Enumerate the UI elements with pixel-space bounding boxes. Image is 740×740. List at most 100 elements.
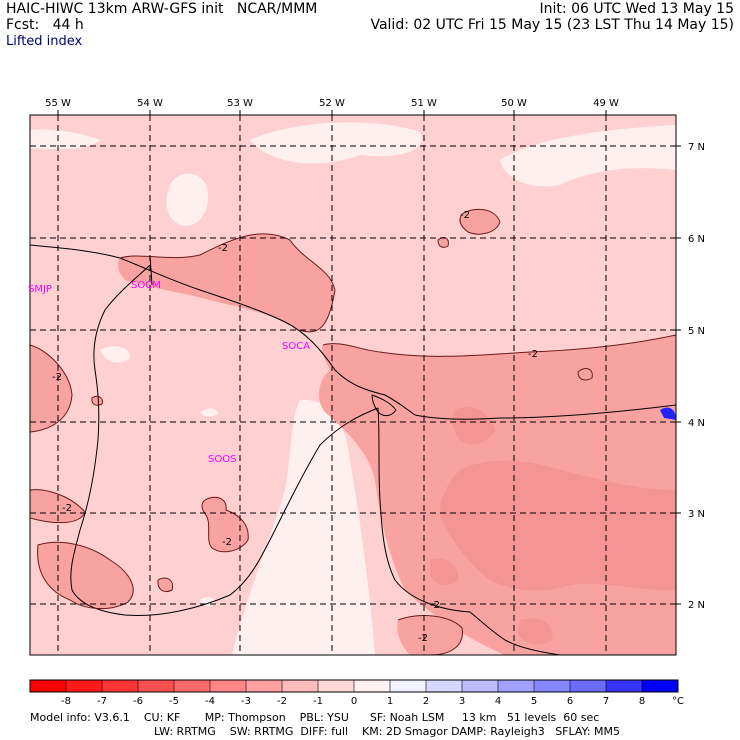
lon-label: 53 W (227, 98, 253, 109)
field-patch-near-zero (500, 125, 676, 187)
legend-tick-label: -3 (241, 696, 251, 707)
station-label: SMJP (28, 284, 52, 295)
legend-color-cell (462, 680, 499, 692)
legend-tick-label: -6 (133, 696, 143, 707)
contour-value-label: -2 (418, 633, 428, 644)
field-patch-minus2 (91, 396, 103, 406)
legend-color-cell (138, 680, 175, 692)
field-core-minus3 (440, 460, 676, 591)
legend-tick-label: -2 (277, 696, 287, 707)
river-estuary (371, 394, 397, 417)
lon-label: 55 W (45, 98, 71, 109)
field-patch-near-zero (30, 129, 100, 150)
legend-tick-label: -5 (169, 696, 179, 707)
field-core-minus3 (452, 406, 495, 445)
field-name: Lifted index (6, 34, 83, 49)
legend-tick-label: 6 (567, 696, 573, 707)
valid-time: Valid: 02 UTC Fri 15 May 15 (23 LST Thu … (370, 17, 734, 33)
legend-color-cell (390, 680, 427, 692)
forecast-hour: Fcst: 44 h (6, 17, 84, 33)
contour-value-label: -2 (62, 503, 72, 514)
map-title: HAIC-HIWC 13km ARW-GFS init NCAR/MMM (6, 1, 318, 17)
legend-color-cell (318, 680, 355, 692)
lat-label: 7 N (688, 142, 705, 153)
field-patch-minus2 (438, 237, 449, 248)
contour-line (577, 368, 593, 381)
contour-value-label: -2 (460, 210, 470, 221)
field-patch-minus2 (460, 209, 500, 235)
map-frame (29, 114, 677, 656)
field-patch-near-zero (166, 173, 209, 226)
station-label: SOCM (131, 280, 161, 291)
legend-tick-label: 7 (603, 696, 609, 707)
field-patch-near-zero (250, 122, 422, 164)
station-label: SOCA (282, 341, 310, 352)
graticule (30, 115, 676, 655)
border-suriname-french-guiana (70, 264, 379, 617)
field-patch-positive (660, 407, 676, 420)
frame-ticks (57, 110, 681, 605)
contour-line (157, 577, 174, 593)
legend-color-cell (642, 680, 679, 692)
legend-color-cell (282, 680, 319, 692)
field-core-minus3 (430, 558, 459, 585)
lat-label: 2 N (688, 600, 705, 611)
legend-color-cell (426, 680, 463, 692)
lon-label: 49 W (593, 98, 619, 109)
lat-label: 5 N (688, 326, 705, 337)
lon-label: 50 W (501, 98, 527, 109)
field-patch-minus2 (157, 578, 173, 592)
contour-value-label: -2 (222, 537, 232, 548)
coastline (30, 244, 416, 416)
field-patch-near-zero (100, 346, 131, 363)
field-patch-minus2 (202, 497, 249, 552)
legend-color-cell (66, 680, 103, 692)
lon-label: 51 W (411, 98, 437, 109)
contour-line (37, 541, 134, 609)
lon-label: 52 W (319, 98, 345, 109)
legend-color-cell (354, 680, 391, 692)
legend-tick-label: 8 (639, 696, 645, 707)
contour-value-label: -2 (430, 600, 440, 611)
model-info-line-1: Model info: V3.6.1 CU: KF MP: Thompson P… (30, 711, 600, 724)
contour-value-label: -2 (218, 243, 228, 254)
field-patch-minus2 (117, 233, 335, 332)
legend-tick-label: 1 (387, 696, 393, 707)
legend-tick-label: -7 (97, 696, 107, 707)
lat-label: 4 N (688, 418, 705, 429)
legend-tick-label: -4 (205, 696, 215, 707)
legend-color-cell (102, 680, 139, 692)
legend-color-bar (30, 680, 679, 692)
legend-unit: °C (672, 696, 684, 707)
field-patch-near-zero (200, 408, 218, 417)
border-french-guiana-brazil (377, 407, 561, 655)
lat-label: 3 N (688, 509, 705, 520)
lat-label: 6 N (688, 234, 705, 245)
legend-tick-label: 2 (423, 696, 429, 707)
contour-line (91, 395, 103, 406)
legend-tick-label: 5 (531, 696, 537, 707)
field-patch-minus2 (30, 345, 72, 432)
legend-tick-label: 4 (495, 696, 501, 707)
contour-line (322, 334, 676, 357)
legend-color-cell (30, 680, 67, 692)
legend-color-cell (534, 680, 571, 692)
contour-line (459, 208, 501, 235)
contour-value-label: -2 (52, 372, 62, 383)
field-patch-minus2 (397, 615, 463, 655)
legend-color-cell (174, 680, 211, 692)
field-core-minus3 (518, 618, 553, 645)
init-time: Init: 06 UTC Wed 13 May 15 (539, 1, 734, 17)
legend-color-cell (606, 680, 643, 692)
contour-line (397, 615, 463, 655)
legend-tick-labels: -8 -7 -6 -5 -4 -3 -2 -1 0 1 2 3 4 5 6 7 8 (61, 680, 645, 707)
coastline (414, 404, 676, 420)
legend-tick-label: -1 (313, 696, 323, 707)
legend-tick-label: 3 (459, 696, 465, 707)
legend-tick-label: -8 (61, 696, 71, 707)
contour-line (30, 344, 73, 433)
model-info-line-2: LW: RRTMG SW: RRTMG DIFF: full KM: 2D Sm… (154, 725, 620, 738)
legend-color-cell (498, 680, 535, 692)
contour-line (201, 496, 249, 553)
